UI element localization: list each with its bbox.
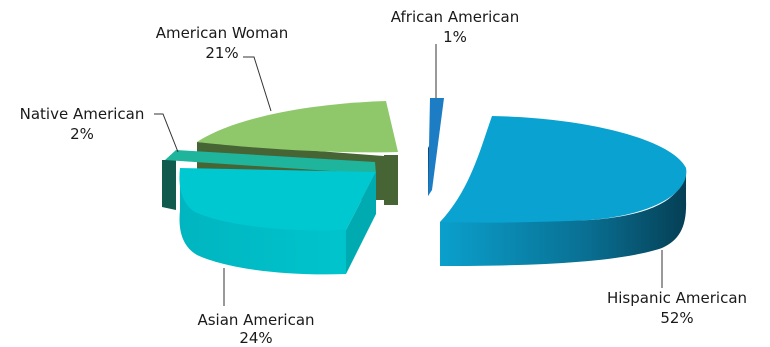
slice-african-american — [428, 98, 444, 196]
label-native-american-value: 2% — [70, 125, 94, 143]
leader-line-native-american — [154, 113, 179, 153]
label-hispanic-american-name: Hispanic American — [607, 289, 747, 307]
label-hispanic-american-value: 52% — [660, 309, 693, 327]
slice-hispanic-american — [440, 116, 687, 266]
label-asian-american-value: 24% — [239, 329, 272, 347]
label-native-american-name: Native American — [20, 105, 145, 123]
label-american-woman-name: American Woman — [156, 24, 289, 42]
label-african-american-name: African American — [391, 8, 519, 26]
slice-native-american — [162, 150, 376, 210]
label-african-american-value: 1% — [443, 28, 467, 46]
leader-line-american-woman — [243, 56, 272, 112]
slice-asian-american — [179, 168, 376, 275]
label-asian-american-name: Asian American — [197, 311, 314, 329]
label-american-woman-value: 21% — [205, 44, 238, 62]
